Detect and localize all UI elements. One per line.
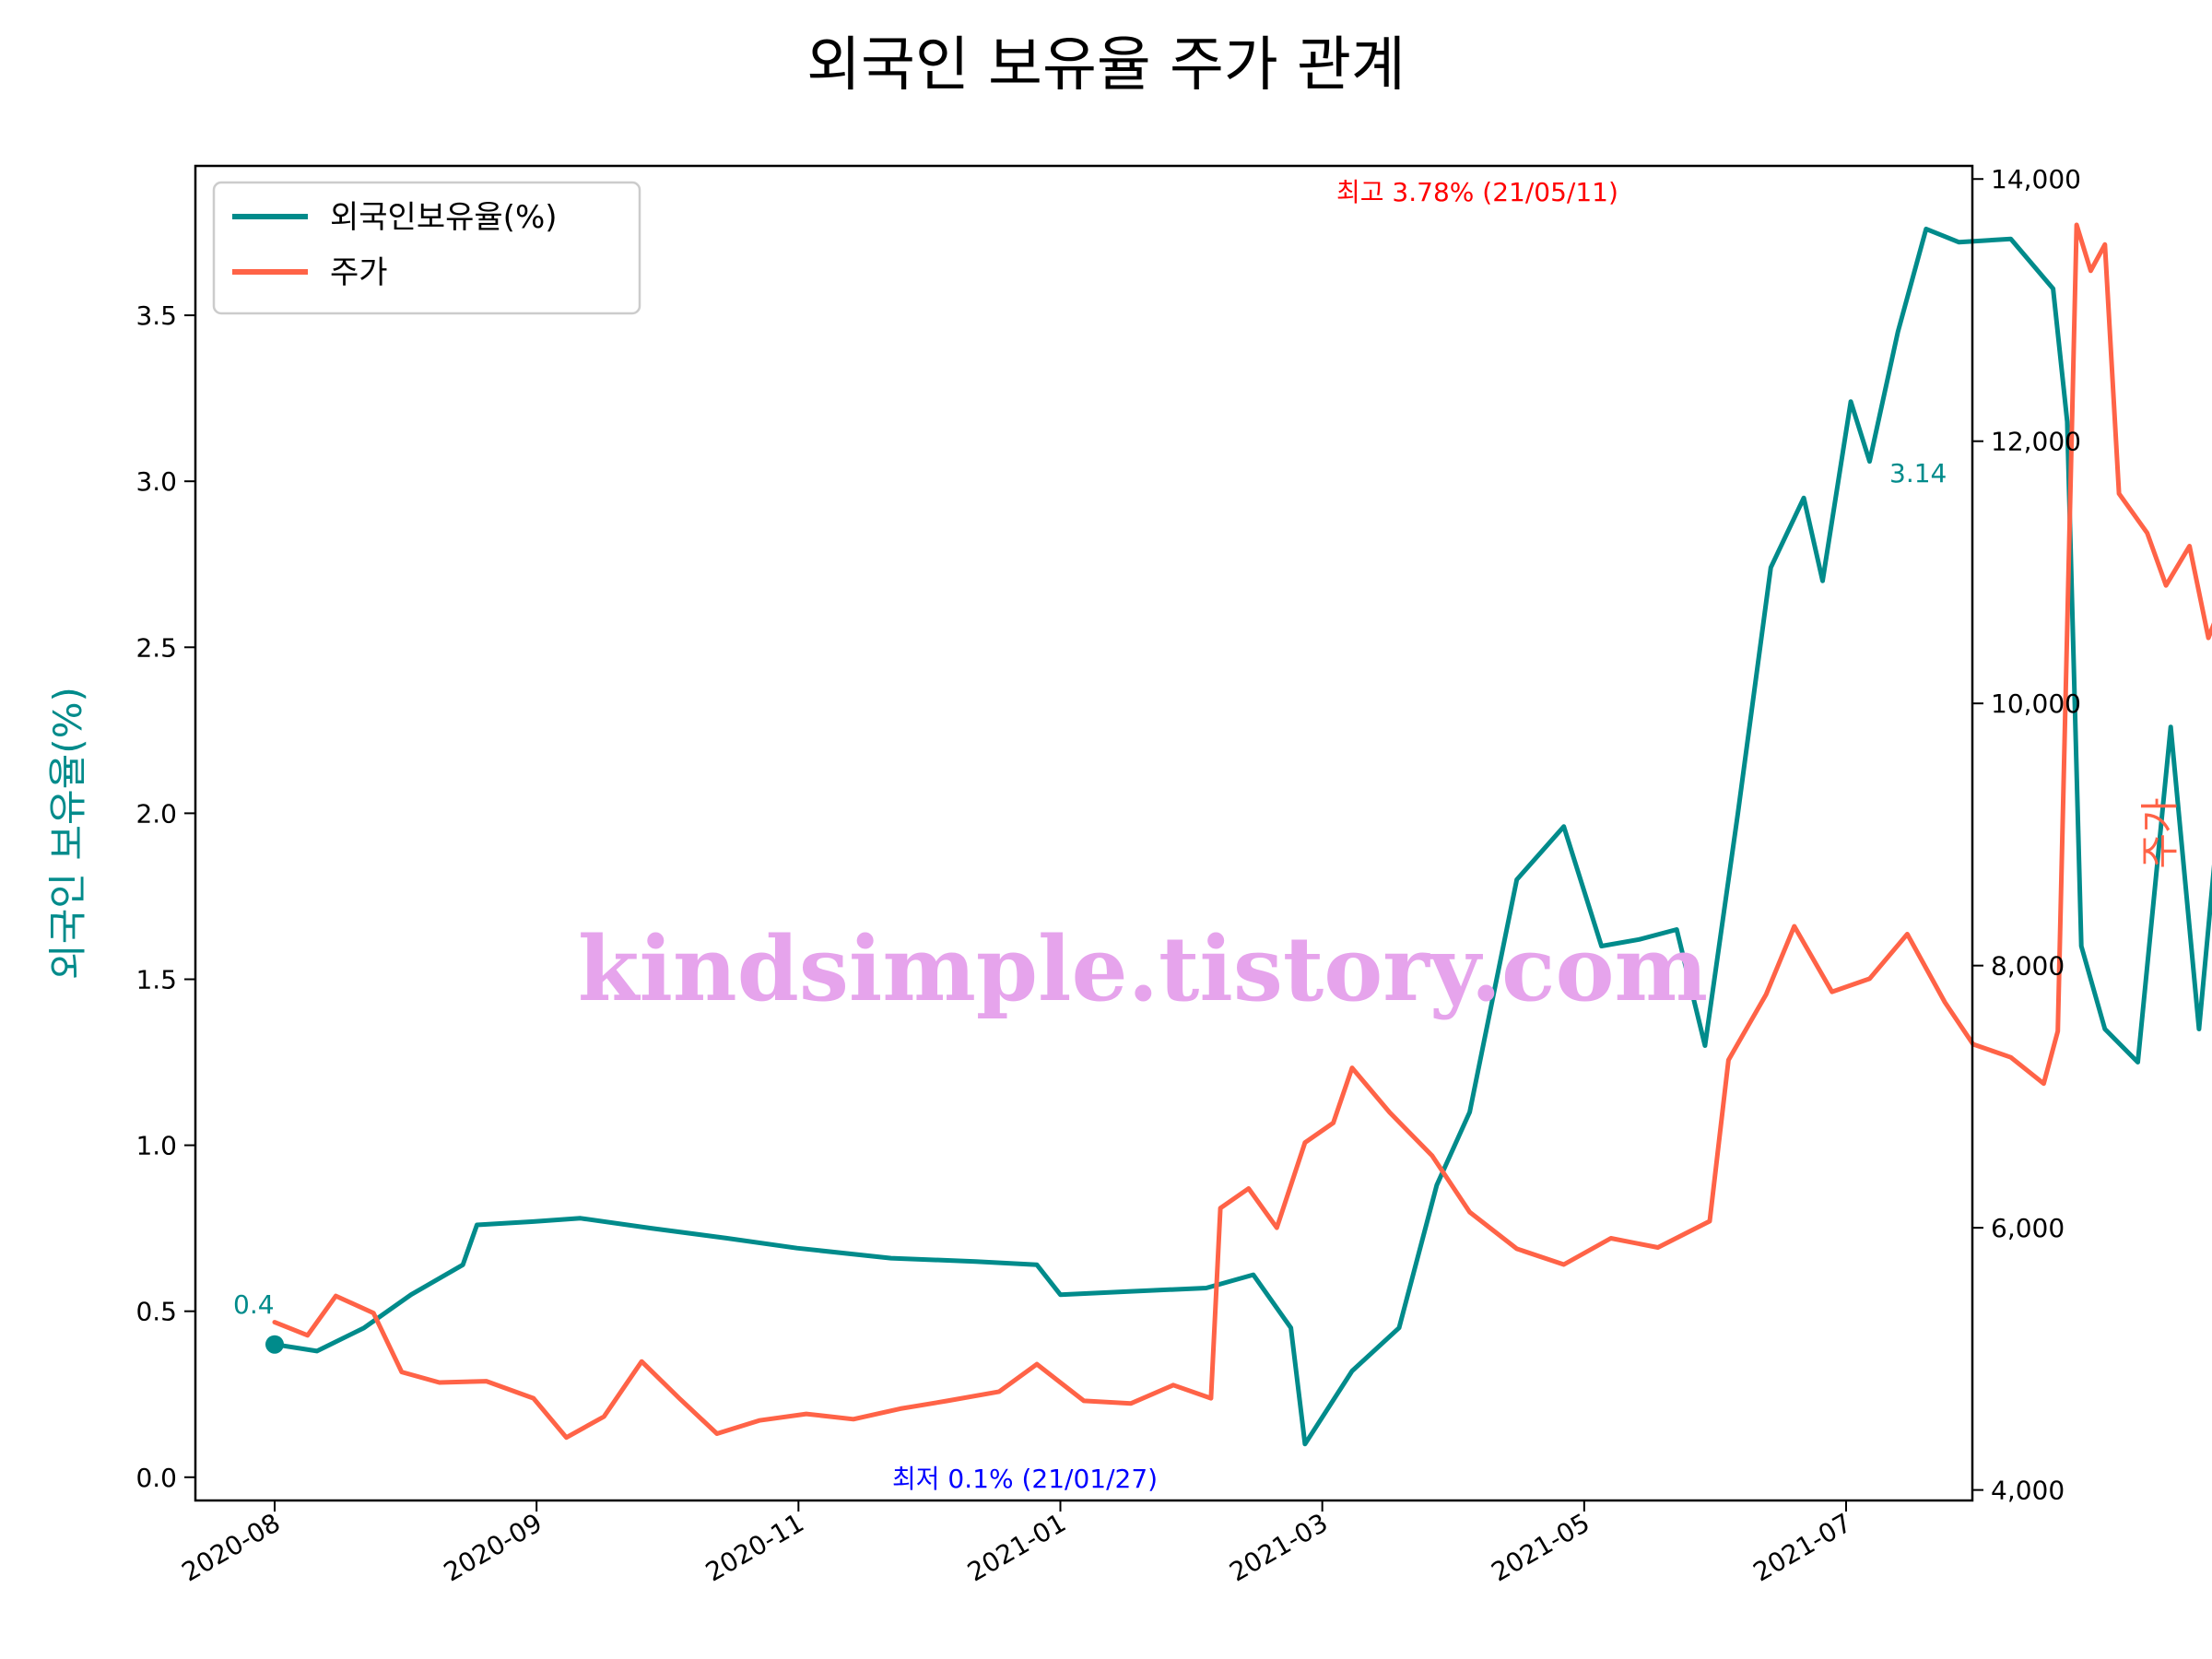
left-tick-label: 0.5: [135, 1297, 177, 1327]
start-value-label: 0.4: [233, 1289, 275, 1320]
series-line-ownership: [272, 226, 2212, 1447]
legend-box: [212, 181, 641, 315]
right-tick-label: 12,000: [1991, 427, 2081, 457]
series-line-price: [272, 222, 2212, 1441]
chart-title: 외국인 보유율 주가 관계: [806, 31, 1406, 100]
left-tick-label: 3.0: [135, 466, 177, 497]
left-tick-label: 2.5: [135, 632, 177, 663]
right-axis-title: 주가: [2137, 797, 2183, 868]
left-tick-label: 2.0: [135, 798, 177, 829]
legend-label-price: 주가: [330, 254, 388, 291]
plot-frame: [194, 164, 1974, 1502]
right-tick-label: 4,000: [1991, 1476, 2065, 1506]
right-tick-label: 6,000: [1991, 1213, 2065, 1243]
legend-label-ownership: 외국인보유율(%): [330, 199, 558, 236]
left-axis-title: 외국인 보유율(%): [45, 687, 90, 980]
right-tick-label: 10,000: [1991, 688, 2081, 719]
left-tick-label: 1.0: [135, 1131, 177, 1161]
max-label: 최고 3.78% (21/05/11): [1336, 177, 1618, 207]
plot-area: [265, 222, 2212, 1447]
end-value-label: 3.14: [1889, 458, 1947, 488]
annotations: 0.4 3.14 최고 3.78% (21/05/11) 최저 0.1% (21…: [233, 177, 1947, 1494]
min-label: 최저 0.1% (21/01/27): [892, 1464, 1158, 1494]
right-tick-label: 8,000: [1991, 951, 2065, 982]
watermark: kindsimple.tistory.com: [578, 917, 1708, 1021]
left-tick-label: 1.5: [135, 964, 177, 994]
legend: 외국인보유율(%) 주가: [212, 181, 641, 315]
left-tick-label: 3.5: [135, 300, 177, 331]
right-tick-label: 14,000: [1991, 164, 2081, 194]
left-tick-label: 0.0: [135, 1463, 177, 1493]
start-point-marker: [265, 1335, 284, 1354]
